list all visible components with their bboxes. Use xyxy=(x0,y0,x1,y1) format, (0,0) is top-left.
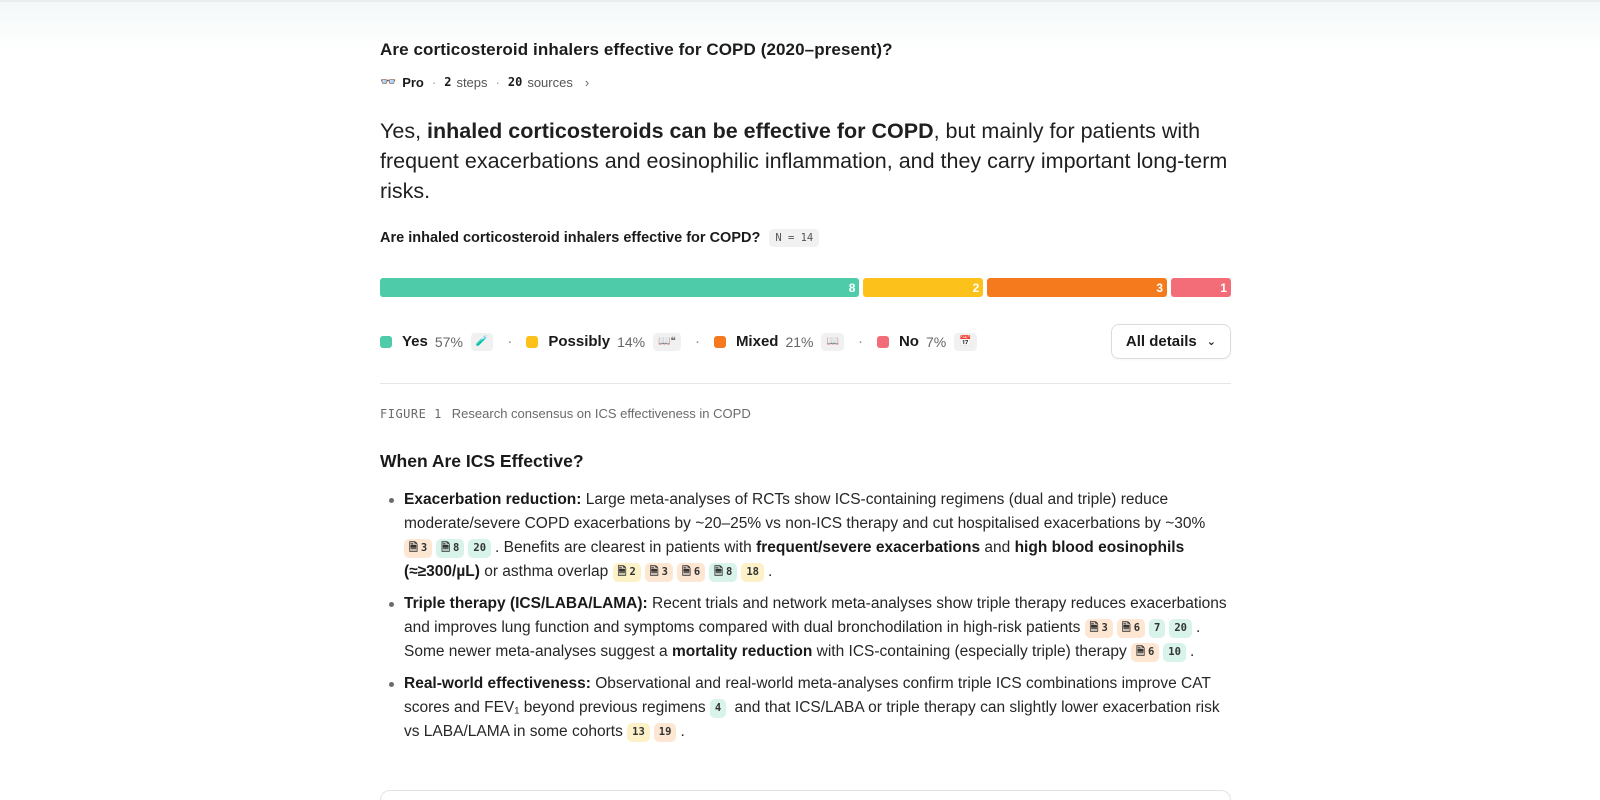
document-icon: 🗎 xyxy=(617,565,627,578)
citation-badge[interactable]: 20 xyxy=(1169,618,1193,638)
legend-item-no[interactable]: No 7% 📅 xyxy=(876,332,977,351)
legend-item-mixed[interactable]: Mixed 21% 📖 xyxy=(713,332,844,351)
bar-segment-no[interactable]: 1 xyxy=(1171,278,1231,297)
citation-badge[interactable]: 18 xyxy=(741,562,764,582)
figure-label: FIGURE 1 xyxy=(380,406,442,421)
citation-badge[interactable]: 🗎 6 xyxy=(1116,618,1146,638)
steps-count: 2 xyxy=(444,75,452,89)
study-type-icon: 🧪 xyxy=(470,332,494,351)
list-item: Triple therapy (ICS/LABA/LAMA): Recent t… xyxy=(380,592,1231,664)
sources-label: sources xyxy=(527,74,573,90)
sources-count: 20 xyxy=(507,75,523,89)
legend-percent: 7% xyxy=(925,333,947,350)
top-divider xyxy=(0,0,1600,2)
legend-item-yes[interactable]: Yes 57% 🧪 xyxy=(380,332,494,351)
document-icon: 🗎 xyxy=(409,541,418,554)
figure-caption-text: Research consensus on ICS effectiveness … xyxy=(451,406,751,421)
citation-badge[interactable]: 🗎 3 xyxy=(1084,618,1113,638)
legend-label: Possibly xyxy=(548,333,611,350)
citation-badge[interactable]: 7 xyxy=(1149,618,1166,638)
document-icon: 🗎 xyxy=(1136,645,1145,658)
next-card xyxy=(380,790,1231,800)
bar-segment-possibly[interactable]: 2 xyxy=(863,278,984,297)
binoculars-icon: 👓 xyxy=(380,74,397,89)
bullet-list: Exacerbation reduction: Large meta-analy… xyxy=(380,488,1231,744)
citation-badge[interactable]: 13 xyxy=(627,722,650,742)
legend-swatch xyxy=(526,335,539,348)
document-icon: 🗎 xyxy=(1089,621,1099,634)
study-type-icon: 📅 xyxy=(954,332,977,351)
figure-question-text: Are inhaled corticosteroid inhalers effe… xyxy=(380,230,761,246)
answer-bold: inhaled corticosteroids can be effective… xyxy=(427,119,934,143)
query-title: Are corticosteroid inhalers effective fo… xyxy=(380,40,893,59)
header-fade xyxy=(0,2,1600,50)
answer-lead: Yes, xyxy=(380,119,428,143)
mode-label: Pro xyxy=(402,74,424,90)
figure-caption: FIGURE 1 Research consensus on ICS effec… xyxy=(380,406,1231,421)
bar-segment-yes[interactable]: 8 xyxy=(380,278,860,297)
legend-label: Yes xyxy=(402,333,428,350)
legend: Yes 57% 🧪 · Possibly 14% 📖❝ · Mixed 21% 📖 · No 7% 📅 xyxy=(380,332,977,351)
bar-segment-mixed[interactable]: 3 xyxy=(987,278,1168,297)
chevron-down-icon: ⌄ xyxy=(1206,336,1216,348)
citation-badge[interactable]: 🗎 6 xyxy=(1131,642,1160,662)
citation-badge[interactable]: 🗎 8 xyxy=(436,538,465,558)
citation-badge[interactable]: 🗎 3 xyxy=(404,538,433,558)
answer-summary: Yes, inhaled corticosteroids can be effe… xyxy=(380,116,1231,206)
legend-percent: 57% xyxy=(434,333,463,350)
section-heading: When Are ICS Effective? xyxy=(380,451,584,471)
document-icon: 🗎 xyxy=(1121,621,1131,634)
legend-percent: 14% xyxy=(617,333,646,350)
citation-badge[interactable]: 🗎 8 xyxy=(709,562,738,582)
legend-percent: 21% xyxy=(785,333,814,350)
n-badge: N = 14 xyxy=(769,229,820,247)
figure-divider xyxy=(380,383,1231,384)
legend-swatch xyxy=(713,335,726,348)
all-details-label: All details xyxy=(1125,333,1197,350)
document-icon: 🗎 xyxy=(714,565,724,578)
chevron-right-icon[interactable]: › xyxy=(584,74,590,90)
legend-label: Mixed xyxy=(735,333,779,350)
citation-badge[interactable]: 10 xyxy=(1163,642,1186,662)
citation-badge[interactable]: 19 xyxy=(653,722,677,742)
legend-item-possibly[interactable]: Possibly 14% 📖❝ xyxy=(526,332,681,351)
list-item: Exacerbation reduction: Large meta-analy… xyxy=(380,488,1231,584)
citation-badge[interactable]: 🗎 2 xyxy=(612,562,641,582)
legend-swatch xyxy=(380,335,392,348)
figure-question: Are inhaled corticosteroid inhalers effe… xyxy=(380,229,1231,247)
citation-badge[interactable]: 4 xyxy=(709,698,727,718)
citation-badge[interactable]: 🗎 3 xyxy=(644,562,673,582)
answer-rest: , but mainly for patients with frequent … xyxy=(380,119,1228,203)
citation-badge[interactable]: 20 xyxy=(468,538,492,558)
document-icon: 🗎 xyxy=(649,565,659,578)
research-meta[interactable]: 👓 Pro · 2 steps · 20 sources › xyxy=(380,74,590,90)
legend-label: No xyxy=(898,333,919,350)
answer-container: Are corticosteroid inhalers effective fo… xyxy=(380,40,1231,752)
study-type-icon: 📖❝ xyxy=(653,332,681,351)
legend-swatch xyxy=(876,335,889,348)
citation-badge[interactable]: 🗎 6 xyxy=(676,562,706,582)
steps-label: steps xyxy=(456,74,488,90)
document-icon: 🗎 xyxy=(441,541,451,554)
document-icon: 🗎 xyxy=(681,565,691,578)
study-type-icon: 📖 xyxy=(821,332,844,351)
all-details-button[interactable]: All details ⌄ xyxy=(1110,324,1231,359)
legend-row: Yes 57% 🧪 · Possibly 14% 📖❝ · Mixed 21% 📖 · No 7% 📅 Al… xyxy=(380,324,1231,359)
list-item: Real-world effectiveness: Observational … xyxy=(380,672,1231,744)
